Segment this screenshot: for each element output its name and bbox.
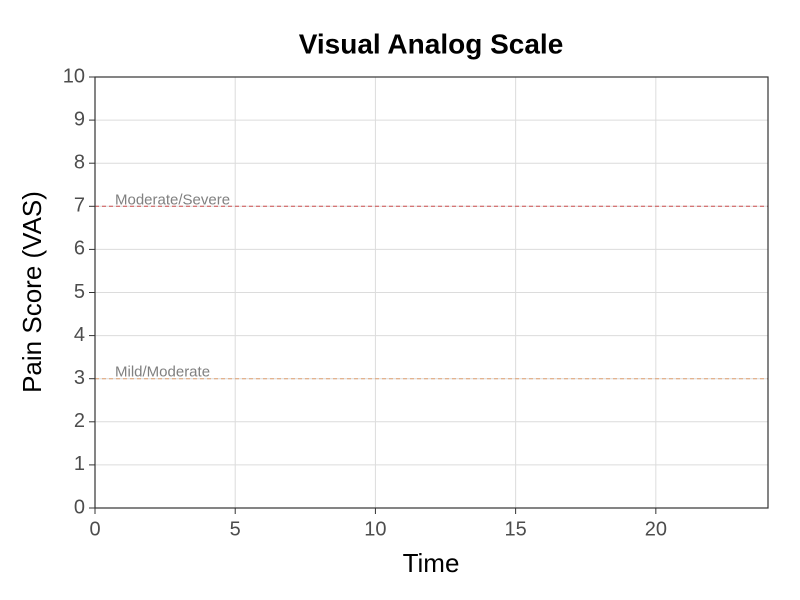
y-tick-label: 3	[74, 367, 85, 389]
x-axis-label: Time	[403, 548, 460, 578]
x-tick-label: 0	[89, 518, 100, 540]
y-tick-label: 0	[74, 496, 85, 518]
y-tick-label: 2	[74, 410, 85, 432]
chart-title: Visual Analog Scale	[299, 28, 564, 59]
y-tick-label: 1	[74, 453, 85, 475]
y-tick-label: 6	[74, 238, 85, 260]
y-tick-label: 9	[74, 108, 85, 130]
y-tick-label: 8	[74, 151, 85, 173]
y-tick-label: 4	[74, 324, 85, 346]
reference-label: Mild/Moderate	[115, 364, 210, 381]
y-axis-label: Pain Score (VAS)	[17, 191, 47, 393]
x-tick-label: 10	[364, 518, 386, 540]
x-tick-label: 20	[645, 518, 667, 540]
y-tick-label: 5	[74, 281, 85, 303]
y-tick-label: 7	[74, 195, 85, 217]
reference-label: Moderate/Severe	[115, 191, 230, 208]
x-tick-label: 15	[505, 518, 527, 540]
x-tick-label: 5	[230, 518, 241, 540]
plot-border	[94, 76, 769, 509]
y-tick-label: 10	[63, 65, 85, 87]
